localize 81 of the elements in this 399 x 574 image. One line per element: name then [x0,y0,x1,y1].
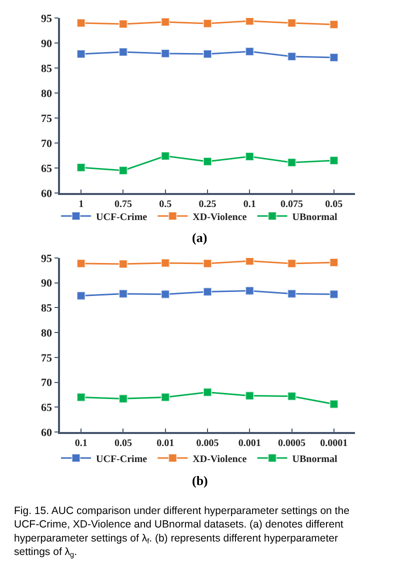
x-tick-label: 0.005 [196,438,219,449]
x-tick-label: 1 [78,198,84,210]
point [245,258,254,266]
point [329,156,338,165]
y-tick-label: 70 [41,138,53,150]
point [118,166,128,175]
point [203,258,212,268]
y-tick-label: 90 [41,38,53,50]
x-tick-label: 0.75 [114,198,132,210]
legend-label: UBnormal [292,212,338,223]
y-tick-label: 80 [41,88,53,100]
point [203,388,212,397]
point [118,20,128,28]
x-tick-label: 0.0005 [278,438,306,449]
x-axis-title: (b) [192,473,208,488]
point [329,53,338,62]
y-tick-label: 85 [41,302,53,315]
legend-label: XD-Violence [192,212,248,223]
x-tick-label: 0.0001 [320,438,348,449]
point [287,52,296,61]
point [245,18,254,26]
point [329,400,338,409]
legend-label: UCF-Crime [96,212,148,223]
y-tick-label: 60 [41,426,53,439]
y-tick-label: 95 [41,252,53,265]
x-tick-label: 0.1 [74,438,88,449]
x-axis-title: (a) [192,230,208,245]
y-tick-label: 85 [41,62,53,75]
point [160,290,170,299]
point [245,286,254,296]
point [160,49,170,58]
y-tick-label: 95 [41,12,53,25]
point [203,287,212,296]
x-tick-label: 0.5 [159,198,172,210]
point [203,157,212,166]
x-tick-label: 0.05 [325,198,343,210]
point [287,289,296,298]
point [287,392,296,401]
point [287,158,296,167]
legend-label: XD-Violence [192,454,248,465]
y-tick-label: 60 [41,188,53,200]
point [160,152,170,160]
point [76,163,86,172]
point [160,392,170,402]
point [203,50,212,58]
legend-label: UBnormal [292,454,338,465]
y-tick-label: 90 [41,278,53,290]
point [76,291,86,300]
y-tick-label: 75 [41,112,53,125]
point [76,50,86,58]
point [160,18,170,26]
point [118,289,128,298]
y-tick-label: 80 [41,327,53,340]
y-tick-label: 70 [41,377,53,390]
x-tick-label: 0.25 [198,198,216,210]
point [118,48,128,56]
y-tick-label: 65 [41,162,53,175]
point [329,290,338,299]
point [118,394,128,404]
x-tick-label: 0.001 [238,438,261,449]
point [287,18,296,28]
point [160,258,170,268]
point [76,18,86,28]
point [245,391,254,400]
point [203,19,212,28]
point [118,259,128,268]
point [329,20,338,29]
point [287,258,296,268]
y-tick-label: 65 [41,402,53,414]
x-tick-label: 0.05 [114,438,132,449]
point [245,47,254,56]
x-tick-label: 0.1 [243,198,256,210]
y-tick-label: 75 [41,352,53,364]
text: Fig. 15. AUC comparison under different hyperparameter settings on the UCF-Crime, XD-Violence and UBnormal datasets. (a) denotes different hyperparameter settings of λ$_{f}$. (b) represents different hyperparameter settings of λ$_{g}$. [14,505,350,560]
x-tick-label: 0.01 [156,438,174,449]
x-tick-label: 0.075 [280,198,304,210]
legend-label: UCF-Crime [96,454,148,465]
point [245,152,254,161]
point [329,258,338,267]
point [76,392,86,402]
point [76,258,86,268]
